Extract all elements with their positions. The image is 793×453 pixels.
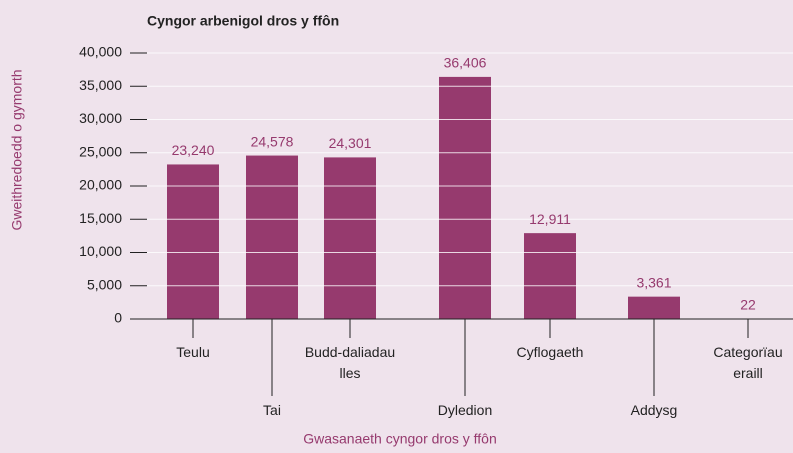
y-tick-label: 40,000 xyxy=(79,44,122,60)
y-tick-label: 35,000 xyxy=(79,77,122,93)
x-tick-label: Budd-daliadau lles xyxy=(304,344,396,381)
x-tick-label: Addysg xyxy=(630,402,678,418)
bar xyxy=(628,296,680,319)
value-label: 3,361 xyxy=(636,274,671,290)
value-label: 24,578 xyxy=(251,133,294,149)
x-axis-label: Gwasanaeth cyngor dros y ffôn xyxy=(303,431,497,447)
value-label: 22 xyxy=(740,297,756,313)
value-label: 23,240 xyxy=(172,142,215,158)
y-tick-label: 10,000 xyxy=(79,243,122,259)
y-tick-label: 20,000 xyxy=(79,177,122,193)
x-tick-label: Dyledion xyxy=(437,402,493,418)
bar xyxy=(324,157,376,319)
y-tick-label: 25,000 xyxy=(79,143,122,159)
bar xyxy=(439,76,491,319)
y-tick-label: 15,000 xyxy=(79,210,122,226)
bar xyxy=(524,233,576,319)
x-tick-label: Categorïau eraill xyxy=(713,344,783,381)
value-label: 24,301 xyxy=(329,135,372,151)
x-tick-label: Cyflogaeth xyxy=(516,344,584,360)
y-tick-label: 5,000 xyxy=(87,276,122,292)
x-tick-label: Teulu xyxy=(176,344,210,360)
bar xyxy=(167,164,219,319)
y-tick-label: 30,000 xyxy=(79,110,122,126)
y-axis-label: Gweithredoedd o gymorth xyxy=(9,69,25,230)
value-label: 36,406 xyxy=(444,55,487,71)
y-tick-label: 0 xyxy=(114,310,122,326)
x-tick-label: Tai xyxy=(263,402,281,418)
bar xyxy=(246,155,298,319)
chart-title: Cyngor arbenigol dros y ffôn xyxy=(147,13,339,29)
value-label: 12,911 xyxy=(529,211,571,227)
